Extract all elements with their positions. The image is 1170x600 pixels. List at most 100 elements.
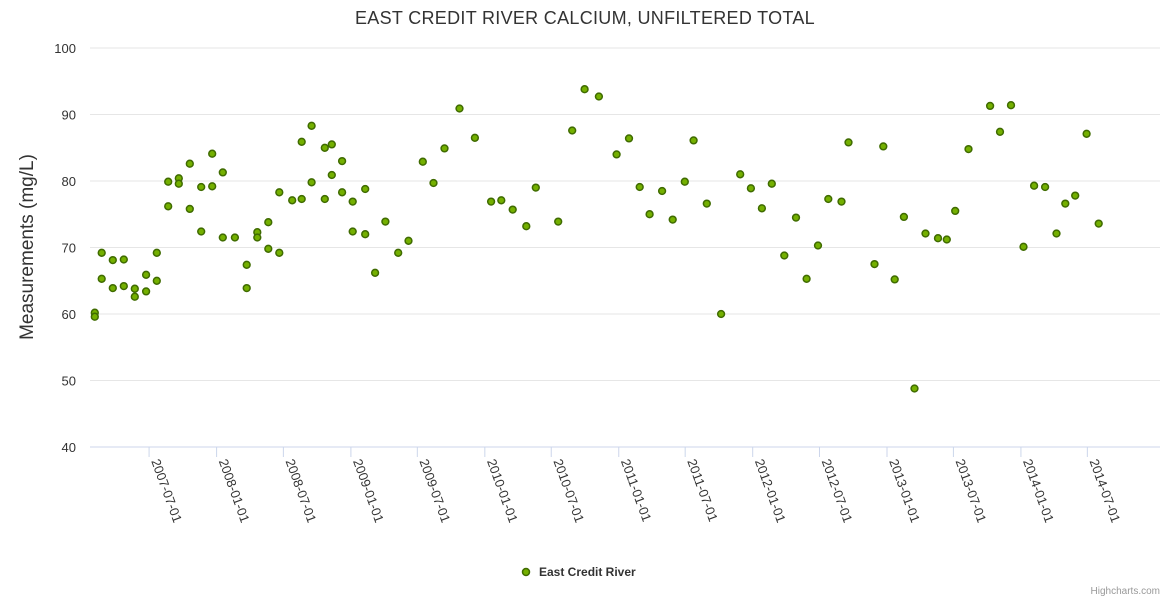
legend-item-east-credit-river[interactable]: East Credit River xyxy=(539,565,636,579)
data-point[interactable] xyxy=(440,144,449,153)
data-point[interactable] xyxy=(580,85,589,94)
data-point[interactable] xyxy=(824,194,833,204)
data-point[interactable] xyxy=(802,274,811,283)
data-point[interactable] xyxy=(1019,242,1028,251)
data-point[interactable] xyxy=(119,255,128,264)
data-point[interactable] xyxy=(508,205,517,214)
data-point[interactable] xyxy=(964,144,973,154)
data-point[interactable] xyxy=(164,202,173,211)
data-point[interactable] xyxy=(1082,129,1091,138)
data-point[interactable] xyxy=(185,159,194,168)
data-point[interactable] xyxy=(90,312,99,321)
data-point[interactable] xyxy=(995,127,1005,136)
data-point[interactable] xyxy=(297,137,306,146)
data-point[interactable] xyxy=(429,178,438,188)
data-point[interactable] xyxy=(275,188,284,197)
data-point[interactable] xyxy=(1006,101,1016,110)
data-point[interactable] xyxy=(348,227,357,236)
data-point[interactable] xyxy=(645,210,654,219)
data-point[interactable] xyxy=(164,177,173,186)
data-point[interactable] xyxy=(1040,182,1050,192)
data-point[interactable] xyxy=(746,184,756,193)
data-point[interactable] xyxy=(381,217,390,226)
data-point[interactable] xyxy=(130,292,139,301)
data-point[interactable] xyxy=(780,251,789,260)
data-point[interactable] xyxy=(370,268,380,277)
data-point[interactable] xyxy=(264,218,273,227)
data-point[interactable] xyxy=(716,309,726,319)
data-point[interactable] xyxy=(361,184,370,194)
data-point[interactable] xyxy=(264,244,273,253)
data-point[interactable] xyxy=(933,234,943,243)
data-point[interactable] xyxy=(337,188,347,197)
data-point[interactable] xyxy=(275,248,284,257)
data-point[interactable] xyxy=(657,186,667,196)
legend-marker-icon[interactable] xyxy=(521,567,531,577)
data-point[interactable] xyxy=(97,274,106,283)
data-point[interactable] xyxy=(97,248,106,257)
data-point[interactable] xyxy=(119,281,128,291)
data-point[interactable] xyxy=(1061,199,1070,208)
data-point[interactable] xyxy=(108,255,117,265)
credits-link[interactable]: Highcharts.com xyxy=(1091,586,1160,597)
data-point[interactable] xyxy=(879,142,888,151)
data-point[interactable] xyxy=(568,126,577,135)
data-point[interactable] xyxy=(242,283,251,293)
data-point[interactable] xyxy=(470,133,480,142)
data-point[interactable] xyxy=(297,194,306,204)
data-point[interactable] xyxy=(208,149,217,158)
data-point[interactable] xyxy=(942,235,951,244)
data-point[interactable] xyxy=(185,204,194,214)
data-point[interactable] xyxy=(522,222,531,231)
data-point[interactable] xyxy=(327,170,336,180)
data-point[interactable] xyxy=(348,197,357,206)
data-point[interactable] xyxy=(288,196,297,205)
data-point[interactable] xyxy=(253,233,262,242)
data-point[interactable] xyxy=(951,206,960,216)
data-point[interactable] xyxy=(404,236,413,245)
data-point[interactable] xyxy=(497,196,506,205)
data-point[interactable] xyxy=(307,178,316,187)
data-point[interactable] xyxy=(486,197,496,206)
data-point[interactable] xyxy=(394,248,403,257)
data-point[interactable] xyxy=(337,156,347,166)
data-point[interactable] xyxy=(554,217,563,226)
data-point[interactable] xyxy=(455,104,464,113)
data-point[interactable] xyxy=(307,121,316,130)
data-point[interactable] xyxy=(635,182,644,192)
data-point[interactable] xyxy=(130,284,139,293)
data-point[interactable] xyxy=(174,179,183,188)
data-point[interactable] xyxy=(702,199,711,208)
data-point[interactable] xyxy=(594,92,604,101)
data-point[interactable] xyxy=(1094,219,1103,228)
data-point[interactable] xyxy=(152,248,161,257)
data-point[interactable] xyxy=(197,182,206,192)
data-point[interactable] xyxy=(1071,191,1080,200)
data-point[interactable] xyxy=(680,177,689,186)
data-point[interactable] xyxy=(418,157,427,166)
data-point[interactable] xyxy=(361,230,370,239)
data-point[interactable] xyxy=(899,212,909,222)
data-point[interactable] xyxy=(1052,229,1061,238)
data-point[interactable] xyxy=(791,213,801,222)
data-point[interactable] xyxy=(767,179,776,188)
data-point[interactable] xyxy=(890,275,899,284)
data-point[interactable] xyxy=(612,150,621,159)
data-point[interactable] xyxy=(141,287,151,296)
data-point[interactable] xyxy=(870,259,879,269)
data-point[interactable] xyxy=(218,233,227,242)
data-point[interactable] xyxy=(813,241,823,250)
data-point[interactable] xyxy=(218,168,227,177)
data-point[interactable] xyxy=(668,215,677,224)
data-point[interactable] xyxy=(736,170,745,179)
data-point[interactable] xyxy=(985,101,995,111)
legend[interactable]: East Credit River xyxy=(521,565,637,579)
data-point[interactable] xyxy=(910,384,919,393)
data-point[interactable] xyxy=(320,194,329,204)
data-point[interactable] xyxy=(531,183,540,192)
data-point[interactable] xyxy=(757,204,767,213)
data-point[interactable] xyxy=(837,197,846,206)
data-point[interactable] xyxy=(1029,181,1039,190)
data-point[interactable] xyxy=(844,138,853,147)
data-point[interactable] xyxy=(320,143,329,152)
